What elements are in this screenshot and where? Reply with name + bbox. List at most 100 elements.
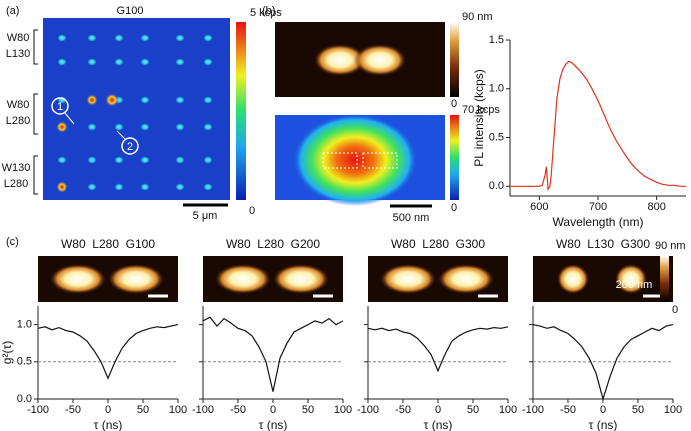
colorbar-min: 0 bbox=[451, 202, 457, 214]
panel-label: (c) bbox=[6, 236, 19, 248]
emitter bbox=[175, 58, 185, 66]
emitter bbox=[140, 58, 150, 66]
y-axis-label: g²(τ) bbox=[0, 341, 14, 364]
emitter bbox=[57, 156, 67, 164]
emitter bbox=[175, 34, 185, 42]
y-tick-label: 1.0 bbox=[17, 319, 32, 331]
x-tick-label: -100 bbox=[192, 404, 214, 416]
emitter bbox=[114, 34, 124, 42]
x-tick-label: -100 bbox=[357, 404, 379, 416]
emitter bbox=[57, 58, 67, 66]
x-tick-label: 50 bbox=[137, 404, 149, 416]
emitter bbox=[175, 156, 185, 164]
y-tick-label: 0.5 bbox=[489, 131, 504, 143]
afm-strips bbox=[38, 256, 673, 302]
colorbar-min: 0 bbox=[672, 304, 678, 316]
pl-spot bbox=[293, 114, 417, 206]
marker-arrow bbox=[64, 112, 75, 125]
colorbar-max: 5 kcps bbox=[250, 7, 282, 19]
x-tick-label: 50 bbox=[467, 404, 479, 416]
x-tick-label: 800 bbox=[647, 201, 665, 213]
y-tick-label: 1.0 bbox=[489, 83, 504, 95]
x-tick-label: 700 bbox=[589, 201, 607, 213]
chart-title: W80 L130 G300 bbox=[556, 237, 650, 251]
afm-particle bbox=[50, 264, 106, 294]
y-tick-label: 0.0 bbox=[489, 180, 504, 192]
marker-arrow bbox=[116, 130, 126, 140]
outline bbox=[362, 152, 398, 169]
emitter bbox=[105, 93, 119, 107]
panel-label: (a) bbox=[6, 5, 19, 17]
chart-title: W80 L280 G200 bbox=[226, 237, 320, 251]
chart-title: W80 L280 G100 bbox=[61, 237, 155, 251]
data-line bbox=[202, 316, 344, 392]
emitter bbox=[140, 183, 150, 191]
y-axis-label: PL intensity (kcps) bbox=[472, 69, 486, 167]
emitter bbox=[114, 58, 124, 66]
emitter bbox=[86, 94, 98, 106]
x-tick-label: -100 bbox=[27, 404, 49, 416]
emitter bbox=[87, 34, 97, 42]
x-tick-label: -50 bbox=[230, 404, 246, 416]
emitter bbox=[175, 183, 185, 191]
panel-label: (b) bbox=[262, 5, 275, 17]
colorbar bbox=[660, 256, 669, 302]
y-tick-label: 1.5 bbox=[489, 34, 504, 46]
emitter bbox=[140, 123, 150, 131]
afm-particle bbox=[557, 264, 589, 294]
marker-circle bbox=[121, 137, 139, 155]
colorbar-max: 90 nm bbox=[655, 240, 686, 252]
emitter bbox=[114, 156, 124, 164]
marker-circle bbox=[51, 97, 69, 115]
emitter bbox=[140, 96, 150, 104]
colorbar bbox=[450, 115, 459, 200]
emitter bbox=[87, 156, 97, 164]
emitter bbox=[203, 183, 213, 191]
colorbar-min: 0 bbox=[451, 98, 457, 110]
group-label: L280 bbox=[6, 115, 30, 127]
x-tick-label: -50 bbox=[65, 404, 81, 416]
group-label: L280 bbox=[4, 178, 28, 190]
emitter-array bbox=[56, 34, 213, 193]
emitter bbox=[140, 34, 150, 42]
emitter bbox=[114, 183, 124, 191]
emitter bbox=[87, 58, 97, 66]
x-axis-label: τ (ns) bbox=[259, 418, 288, 431]
afm-particle bbox=[215, 264, 271, 294]
emitter bbox=[114, 123, 124, 131]
x-axis-label: Wavelength (nm) bbox=[553, 215, 644, 229]
group-label: W130 bbox=[2, 162, 31, 174]
emitter bbox=[175, 123, 185, 131]
x-tick-label: 100 bbox=[664, 404, 682, 416]
afm-particle bbox=[615, 264, 647, 294]
colorbar-max: 90 nm bbox=[462, 11, 493, 23]
colorbar-min: 0 bbox=[249, 205, 255, 217]
afm-particle bbox=[438, 264, 494, 294]
emitter bbox=[175, 96, 185, 104]
data-line bbox=[367, 326, 509, 373]
afm-particle bbox=[380, 264, 436, 294]
x-tick-label: -50 bbox=[395, 404, 411, 416]
panel-title: G100 bbox=[117, 5, 144, 17]
emitter bbox=[203, 58, 213, 66]
emitter bbox=[140, 156, 150, 164]
brackets bbox=[33, 29, 38, 195]
chart-title: W80 L280 G300 bbox=[391, 237, 485, 251]
x-axis-label: τ (ns) bbox=[94, 418, 123, 431]
afm-particle bbox=[273, 264, 329, 294]
emitter bbox=[87, 183, 97, 191]
scale-bar-label: 200 nm bbox=[616, 279, 653, 291]
emitter bbox=[56, 181, 68, 193]
data-line bbox=[37, 324, 179, 380]
outline bbox=[322, 152, 358, 169]
emitter bbox=[87, 123, 97, 131]
x-tick-label: 600 bbox=[530, 201, 548, 213]
colorbar bbox=[236, 22, 246, 200]
afm-image bbox=[533, 256, 673, 302]
y-tick-label: 0.5 bbox=[17, 356, 32, 368]
x-axis-label: τ (ns) bbox=[589, 418, 618, 431]
group-label: W80 bbox=[7, 99, 30, 111]
x-tick-label: 0 bbox=[270, 404, 276, 416]
emitter bbox=[57, 34, 67, 42]
